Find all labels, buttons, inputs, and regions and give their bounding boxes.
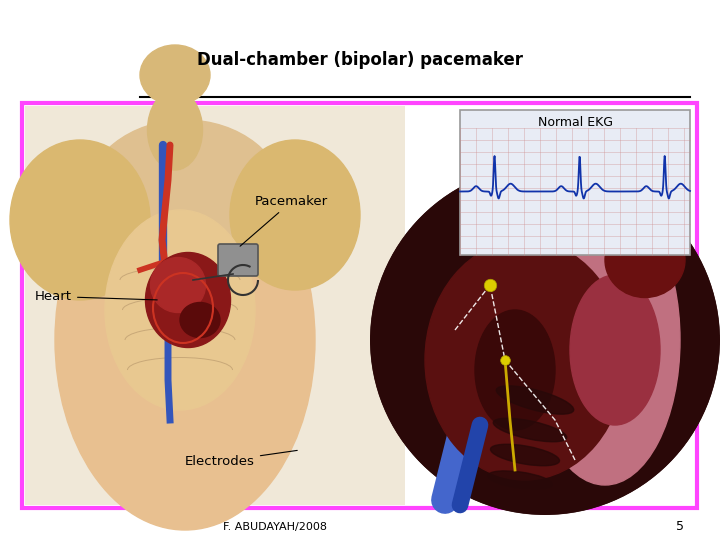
Ellipse shape xyxy=(180,302,220,338)
Text: Normal EKG: Normal EKG xyxy=(538,117,613,130)
Text: Pacemaker: Pacemaker xyxy=(240,195,328,246)
Text: F. ABUDAYAH/2008: F. ABUDAYAH/2008 xyxy=(223,522,327,532)
Ellipse shape xyxy=(145,253,230,348)
Ellipse shape xyxy=(105,210,255,410)
Ellipse shape xyxy=(85,120,285,280)
Ellipse shape xyxy=(493,418,567,442)
Ellipse shape xyxy=(10,140,150,300)
Ellipse shape xyxy=(140,45,210,105)
Ellipse shape xyxy=(425,240,625,480)
Ellipse shape xyxy=(230,140,360,290)
FancyBboxPatch shape xyxy=(218,244,258,276)
Text: Electrodes: Electrodes xyxy=(185,450,297,468)
Ellipse shape xyxy=(490,444,559,465)
Ellipse shape xyxy=(496,386,574,414)
Text: Heart: Heart xyxy=(35,290,157,303)
Ellipse shape xyxy=(530,195,680,485)
Circle shape xyxy=(370,165,720,515)
Ellipse shape xyxy=(150,258,205,313)
Text: Dual-chamber (bipolar) pacemaker: Dual-chamber (bipolar) pacemaker xyxy=(197,51,523,69)
Bar xyxy=(25,106,405,505)
Ellipse shape xyxy=(605,222,685,298)
Bar xyxy=(22,103,697,508)
Ellipse shape xyxy=(570,275,660,425)
Ellipse shape xyxy=(148,90,202,170)
Bar xyxy=(460,110,690,255)
Ellipse shape xyxy=(487,471,552,489)
Text: 5: 5 xyxy=(676,521,684,534)
Ellipse shape xyxy=(55,150,315,530)
Ellipse shape xyxy=(475,310,555,430)
